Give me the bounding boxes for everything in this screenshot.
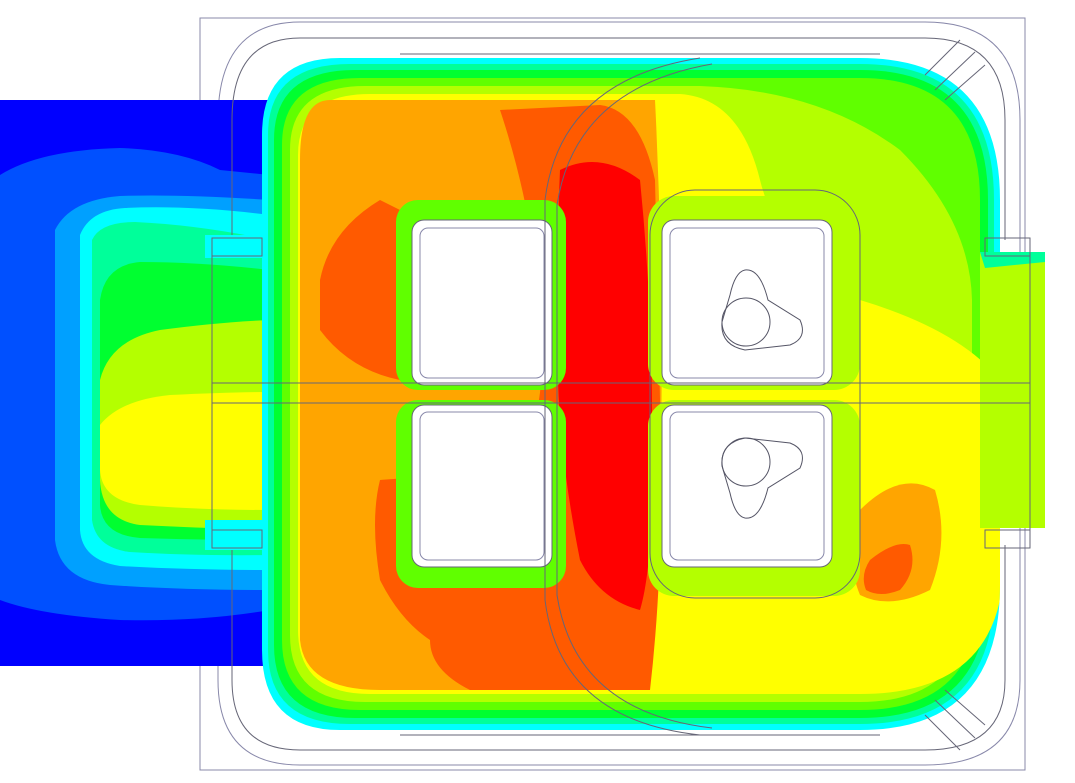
right-notch-bottom [984,529,1031,549]
left-cold-tab [0,100,270,666]
heat-sink-body [205,58,1045,730]
left-arc-outline [544,57,701,736]
cam-bottom [721,437,803,519]
right-notch-top [984,237,1031,257]
left-tab-band-9 [100,392,270,510]
window-top-right-inner [669,227,825,379]
right-terminal-tab [980,252,1045,528]
window-top-left-inner [419,227,545,379]
window-bottom-left-inner [419,411,545,561]
inner-rounded-outline [231,37,1006,751]
window-top-right [661,219,833,386]
cam-top [721,269,803,351]
cam-bottom-circle [721,437,771,487]
top-right-struts [924,39,986,101]
window-bottom-left [411,404,553,568]
right-window-frame [649,189,861,599]
window-bottom-right-inner [669,411,825,561]
cam-shapes [721,269,803,519]
geometry-outlines [211,37,1031,751]
bottom-right-struts [924,689,986,751]
cam-top-circle [721,297,771,347]
left-notch-bottom [211,529,263,549]
outer-rounded-outline [217,21,1021,766]
body-band-11-left-patch [320,200,400,380]
right-hot-spot [863,544,913,594]
window-top-left [411,219,553,386]
windows [396,196,860,596]
center-hot-column [557,162,653,610]
left-notch-top [211,237,263,257]
left-arc-inner [556,63,713,729]
